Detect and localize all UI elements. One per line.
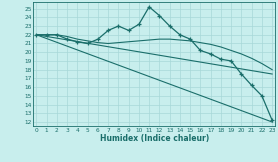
X-axis label: Humidex (Indice chaleur): Humidex (Indice chaleur) (100, 134, 209, 143)
